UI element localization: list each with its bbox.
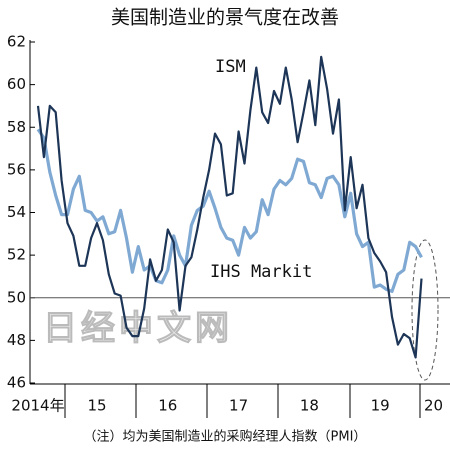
y-tick-label: 48 [7,331,26,349]
chart-title: 美国制造业的景气度在改善 [111,7,339,29]
year-separators [64,384,421,418]
x-tick-label: 18 [300,397,319,415]
y-tick-label: 60 [7,75,26,93]
x-tick-label: 16 [158,397,177,415]
series-label: IHS Markit [210,262,312,282]
y-tick-label: 58 [7,118,26,136]
x-tick-label: 2014年 [11,397,64,415]
y-tick-label: 50 [7,288,26,306]
x-tick-label: 20 [424,397,443,415]
y-tick-label: 62 [7,33,26,51]
series-line [36,128,423,293]
highlight-ellipse [411,239,439,381]
x-tick-label: 17 [229,397,248,415]
y-tick-label: 52 [7,246,26,264]
x-tick-label: 19 [371,397,390,415]
series-label: ISM [215,57,246,77]
y-tick-label: 46 [7,374,26,392]
watermark: 日经中文网 [43,309,233,349]
x-tick-label: 15 [87,397,106,415]
footnote: （注）均为美国制造业的采购经理人指数（PMI） [84,429,367,445]
y-tick-label: 54 [7,203,26,221]
y-tick-label: 56 [7,160,26,178]
series-line [36,55,423,359]
